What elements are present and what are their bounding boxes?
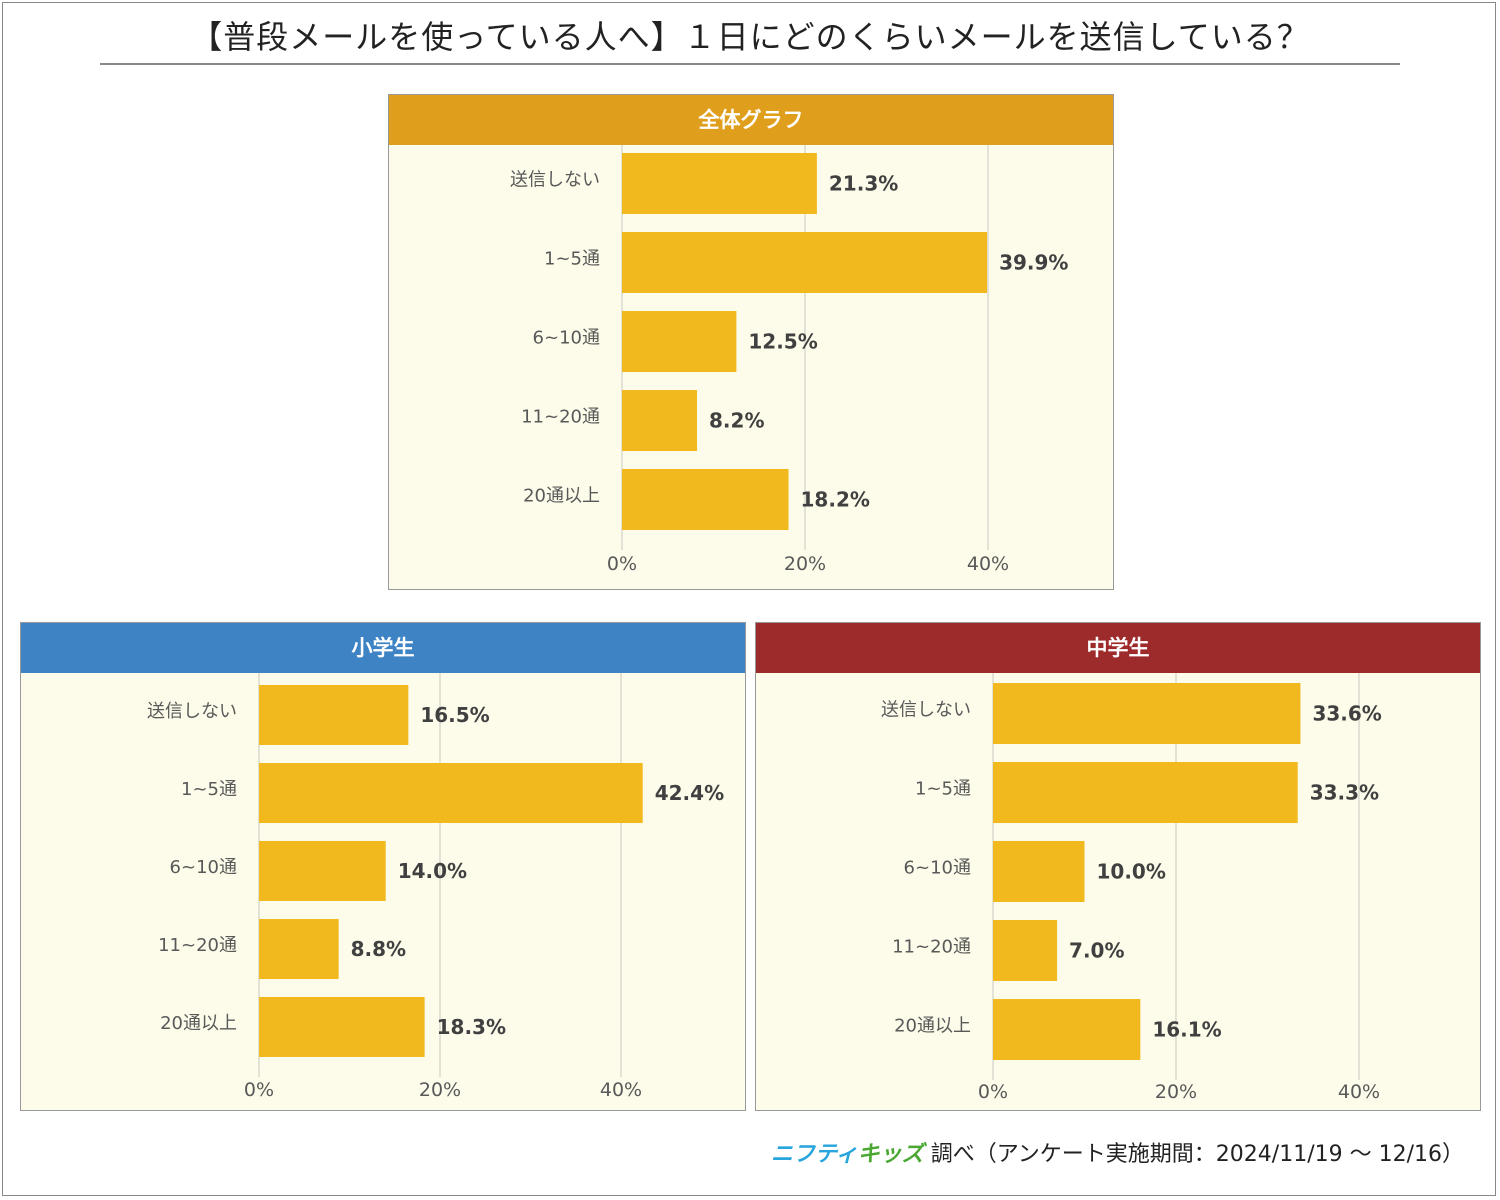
overall-tick-label-1: 20%: [784, 553, 826, 575]
junior-bar-1: [993, 762, 1298, 823]
overall-tick-label-0: 0%: [607, 553, 637, 575]
junior-value-label-4: 16.1%: [1152, 1018, 1221, 1042]
overall-bar-3: [622, 390, 698, 451]
junior-tick-label-2: 40%: [1338, 1081, 1380, 1103]
junior-bar-2: [993, 841, 1085, 902]
overall-chart-panel: 全体グラフ 0% 20% 40% 送信しない 21.3% 1~5通 39.9% 6~10通 12…: [388, 94, 1114, 590]
elementary-category-label-4: 20通以上: [160, 1013, 237, 1034]
elementary-tick-label-1: 20%: [419, 1079, 461, 1101]
elementary-category-label-3: 11~20通: [158, 935, 237, 956]
logo-text-kids: キッズ: [857, 1142, 924, 1167]
overall-category-label-4: 20通以上: [523, 486, 600, 507]
junior-bar-3: [993, 920, 1058, 981]
overall-bar-2: [622, 311, 737, 372]
junior-bar-0: [993, 683, 1301, 744]
overall-tick-label-2: 40%: [967, 553, 1009, 575]
elementary-bar-3: [259, 919, 339, 979]
junior-value-label-0: 33.6%: [1312, 702, 1381, 726]
page-title: 【普段メールを使っている人へ】１日にどのくらいメールを送信している？: [190, 18, 1310, 56]
elementary-value-label-1: 42.4%: [655, 781, 724, 805]
overall-value-label-2: 12.5%: [748, 330, 817, 354]
junior-bar-chart: 0% 20% 40% 送信しない 33.6% 1~5通 33.3% 6~10通 10.0% 11~…: [881, 673, 1382, 1103]
elementary-category-label-0: 送信しない: [147, 701, 237, 722]
junior-value-label-3: 7.0%: [1069, 939, 1124, 963]
overall-value-label-4: 18.2%: [801, 488, 870, 512]
overall-category-label-2: 6~10通: [533, 328, 600, 349]
elementary-category-label-2: 6~10通: [170, 857, 237, 878]
overall-value-label-0: 21.3%: [829, 172, 898, 196]
logo-text-nifty: ニフティ: [770, 1142, 858, 1167]
overall-category-label-0: 送信しない: [510, 170, 600, 191]
title-divider: [100, 63, 1400, 65]
elementary-tick-label-2: 40%: [600, 1079, 642, 1101]
elementary-tick-label-0: 0%: [244, 1079, 274, 1101]
elementary-value-label-3: 8.8%: [351, 937, 406, 961]
elementary-value-label-2: 14.0%: [398, 859, 467, 883]
overall-category-label-3: 11~20通: [521, 407, 600, 428]
junior-value-label-1: 33.3%: [1310, 781, 1379, 805]
elementary-value-label-4: 18.3%: [437, 1015, 506, 1039]
overall-bar-chart: 0% 20% 40% 送信しない 21.3% 1~5通 39.9% 6~10通 12.5% 11~…: [510, 145, 1068, 575]
junior-value-label-2: 10.0%: [1097, 860, 1166, 884]
junior-category-label-4: 20通以上: [894, 1016, 971, 1037]
overall-chart-title: 全体グラフ: [389, 95, 1113, 145]
junior-chart-panel: 中学生 0% 20% 40% 送信しない 33.6% 1~5通 33.3% 6~10通 10.0…: [755, 622, 1481, 1111]
elementary-chart-panel: 小学生 0% 20% 40% 送信しない 16.5% 1~5通 42.4% 6~10通 14.0…: [20, 622, 746, 1111]
overall-value-label-3: 8.2%: [709, 409, 764, 433]
overall-bar-0: [622, 153, 817, 214]
junior-bar-4: [993, 999, 1141, 1060]
junior-category-label-1: 1~5通: [915, 779, 971, 800]
elementary-category-label-1: 1~5通: [181, 779, 237, 800]
elementary-bar-4: [259, 997, 425, 1057]
overall-value-label-1: 39.9%: [999, 251, 1068, 275]
elementary-bar-chart: 0% 20% 40% 送信しない 16.5% 1~5通 42.4% 6~10通 14.0% 11~…: [147, 673, 724, 1101]
elementary-value-label-0: 16.5%: [420, 703, 489, 727]
overall-bar-1: [622, 232, 988, 293]
junior-category-label-2: 6~10通: [904, 858, 971, 879]
elementary-chart-title: 小学生: [21, 623, 745, 673]
elementary-bar-1: [259, 763, 643, 823]
junior-tick-label-0: 0%: [978, 1081, 1008, 1103]
elementary-bar-0: [259, 685, 409, 745]
overall-category-label-1: 1~5通: [544, 249, 600, 270]
junior-category-label-0: 送信しない: [881, 700, 971, 721]
junior-chart-title: 中学生: [756, 623, 1480, 673]
elementary-bar-2: [259, 841, 386, 901]
overall-bar-4: [622, 469, 789, 530]
source-footer: ニフティキッズ 調べ（アンケート実施期間：2024/11/19 ～ 12/16）: [771, 1136, 1464, 1168]
source-text: 調べ（アンケート実施期間：2024/11/19 ～ 12/16）: [930, 1142, 1464, 1167]
junior-tick-label-1: 20%: [1155, 1081, 1197, 1103]
junior-category-label-3: 11~20通: [892, 937, 971, 958]
